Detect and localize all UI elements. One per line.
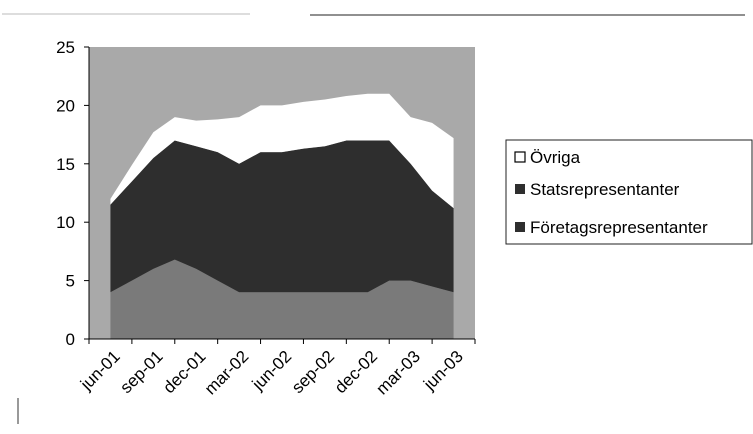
area-foretagsrepresentanter bbox=[110, 259, 454, 339]
x-axis-labels: jun-01sep-01dec-01mar-02jun-02sep-02dec-… bbox=[76, 347, 467, 399]
legend: Övriga Statsrepresentanter Företagsrepre… bbox=[505, 139, 753, 245]
x-tick-label: sep-01 bbox=[116, 347, 166, 397]
legend-swatch-statsrepresentanter bbox=[515, 184, 525, 194]
legend-label-foretagsrepresentanter: Företagsrepresentanter bbox=[530, 218, 708, 237]
legend-swatch-foretagsrepresentanter bbox=[515, 222, 525, 232]
y-axis-ticks bbox=[84, 46, 89, 340]
x-tick-label: jun-02 bbox=[248, 347, 296, 395]
y-tick-label: 5 bbox=[66, 272, 75, 291]
y-tick-label: 25 bbox=[56, 38, 75, 57]
x-tick-label: sep-02 bbox=[288, 347, 338, 397]
x-tick-label: mar-03 bbox=[372, 347, 424, 399]
y-tick-label: 10 bbox=[56, 213, 75, 232]
y-tick-label: 15 bbox=[56, 155, 75, 174]
y-tick-label: 0 bbox=[66, 330, 75, 349]
area-statsrepresentanter bbox=[110, 140, 454, 293]
x-tick-label: jun-01 bbox=[76, 347, 124, 395]
legend-label-ovriga: Övriga bbox=[530, 148, 581, 167]
x-tick-label: dec-01 bbox=[159, 347, 209, 397]
x-tick-label: mar-02 bbox=[201, 347, 253, 399]
y-tick-label: 20 bbox=[56, 96, 75, 115]
legend-box bbox=[505, 139, 753, 245]
legend-swatch-ovriga bbox=[514, 151, 526, 163]
x-tick-label: jun-03 bbox=[419, 347, 467, 395]
x-tick-label: dec-02 bbox=[331, 347, 381, 397]
y-axis-labels: 0 5 10 15 20 25 bbox=[56, 38, 75, 349]
x-axis-ticks bbox=[88, 339, 476, 344]
legend-label-statsrepresentanter: Statsrepresentanter bbox=[530, 180, 680, 199]
area-ovriga bbox=[110, 93, 454, 209]
